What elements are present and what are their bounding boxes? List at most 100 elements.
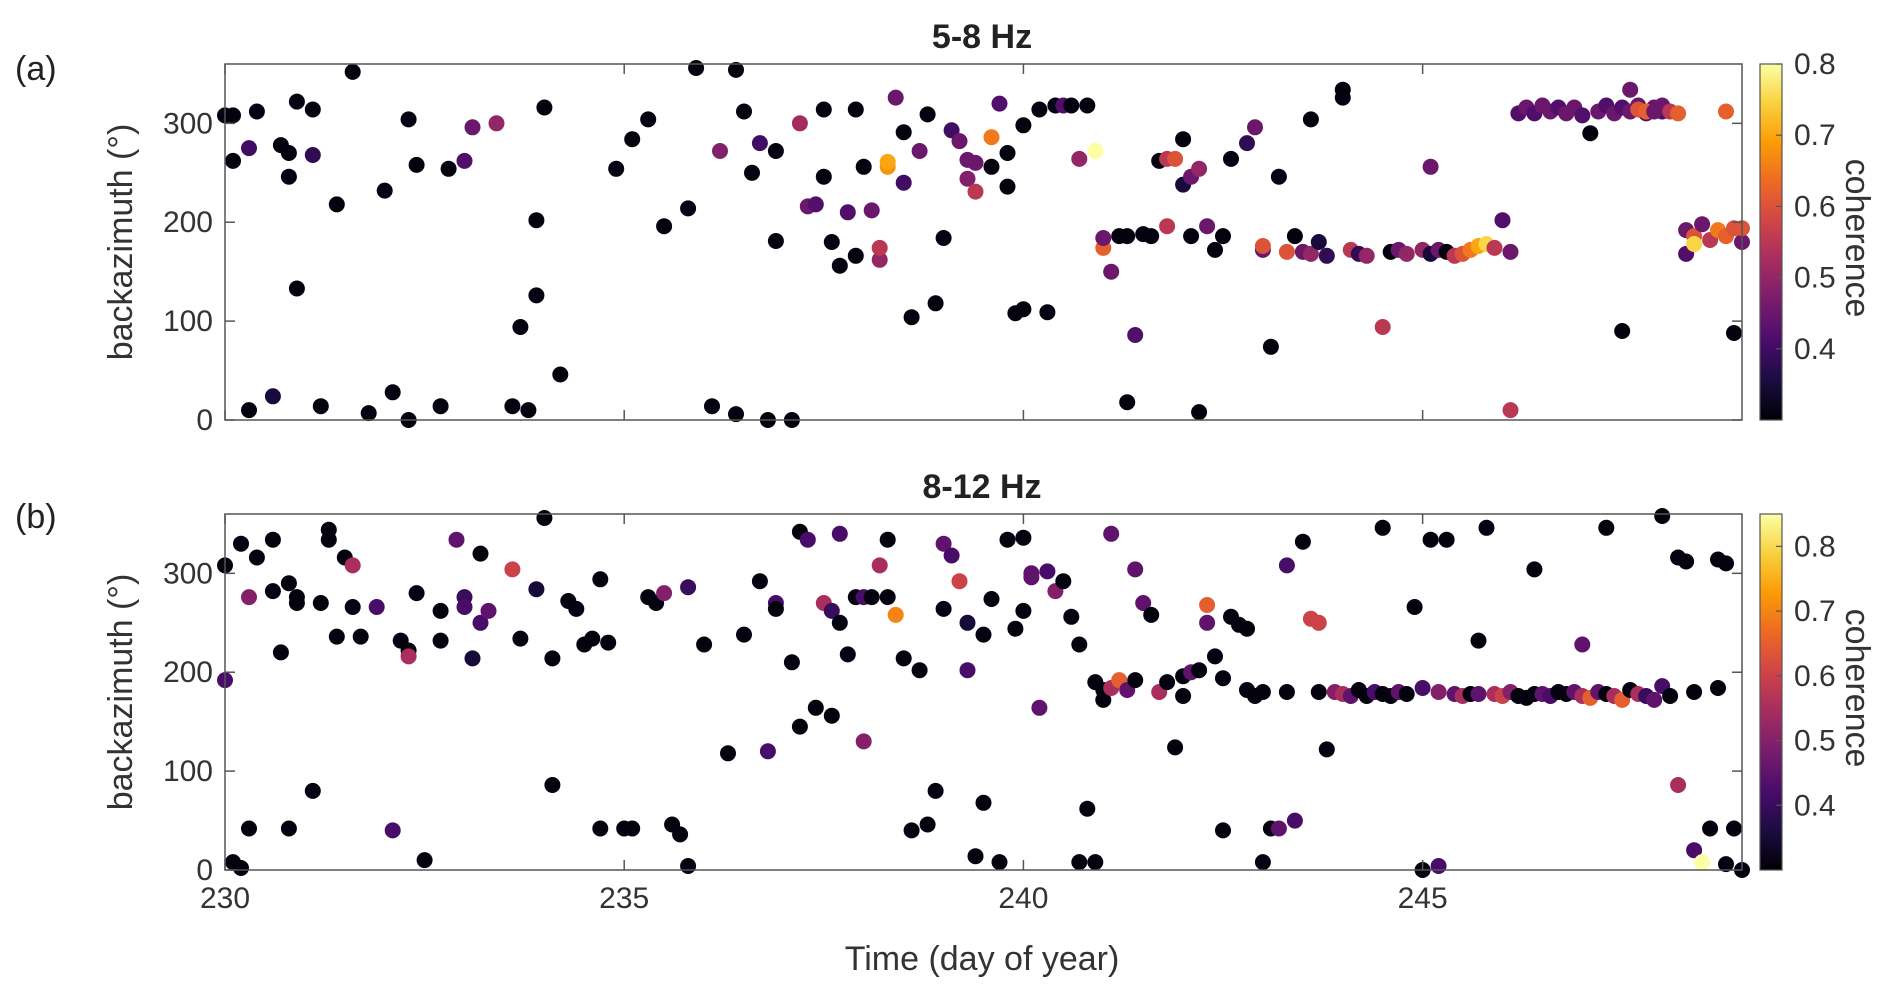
data-point xyxy=(536,99,553,116)
data-point xyxy=(288,589,305,606)
panel-label-b: (b) xyxy=(15,498,57,536)
data-point xyxy=(791,718,808,735)
data-point xyxy=(847,247,864,264)
x-tick-label: 240 xyxy=(998,882,1048,915)
data-point xyxy=(1302,245,1319,262)
data-point xyxy=(568,600,585,617)
data-point xyxy=(999,178,1016,195)
data-point xyxy=(1143,228,1160,245)
data-point xyxy=(1302,111,1319,128)
data-point xyxy=(1502,402,1519,419)
data-point xyxy=(1430,684,1447,700)
y-ticks-a: 0 100 200 300 xyxy=(163,64,1742,437)
data-point xyxy=(472,545,489,562)
y-tick-label: 0 xyxy=(196,854,213,887)
data-point xyxy=(504,398,521,415)
y-axis-label-b: backazimuth (°) xyxy=(102,574,140,811)
colorbar-tick-label: 0.7 xyxy=(1794,119,1836,152)
data-point xyxy=(1215,670,1231,687)
data-point xyxy=(935,600,952,617)
data-point xyxy=(504,561,521,578)
data-point xyxy=(368,599,385,615)
data-point xyxy=(879,531,896,548)
data-point xyxy=(672,826,689,843)
data-point xyxy=(376,182,393,199)
data-point xyxy=(1167,739,1184,756)
data-point xyxy=(720,745,736,762)
data-point xyxy=(1478,519,1495,536)
data-point xyxy=(1079,97,1096,114)
data-point xyxy=(983,591,1000,607)
data-point xyxy=(1398,245,1415,262)
data-point xyxy=(1191,160,1208,177)
colorbar-tick-label: 0.4 xyxy=(1794,789,1836,822)
data-point xyxy=(1494,212,1511,229)
data-point xyxy=(480,602,497,619)
data-point xyxy=(1574,636,1591,653)
data-point xyxy=(304,782,321,799)
data-point xyxy=(552,366,569,383)
data-point xyxy=(400,648,417,665)
data-point xyxy=(233,860,249,876)
data-point xyxy=(408,156,425,173)
data-point xyxy=(1175,688,1192,704)
data-point xyxy=(1702,820,1719,837)
data-point xyxy=(656,218,673,235)
data-point xyxy=(1286,228,1303,245)
panel-a: (a) 5-8 Hz 0 100 200 300 backazimuth (°) 0.… xyxy=(15,18,1876,437)
data-point xyxy=(1103,525,1120,542)
data-point xyxy=(1710,680,1726,696)
data-point xyxy=(863,202,880,219)
panel-b: (b) 8-12 Hz 0 100 200 300 230 235 240 245 back… xyxy=(15,468,1876,915)
data-point xyxy=(241,589,257,606)
data-point xyxy=(432,398,449,415)
x-tick-label: 235 xyxy=(599,882,649,915)
data-point xyxy=(1718,103,1734,120)
data-point xyxy=(1215,228,1231,245)
data-point xyxy=(512,319,529,335)
data-point xyxy=(791,115,808,132)
data-point xyxy=(1470,632,1487,649)
data-point xyxy=(935,535,952,552)
data-point xyxy=(584,630,601,647)
data-point xyxy=(528,287,545,304)
data-point xyxy=(1430,858,1447,874)
data-point xyxy=(456,599,473,615)
data-point xyxy=(1087,854,1104,871)
data-point xyxy=(360,405,377,422)
data-point xyxy=(1334,81,1351,98)
data-point xyxy=(1254,854,1271,871)
data-point xyxy=(1167,150,1184,167)
data-point xyxy=(1726,820,1742,837)
data-point xyxy=(1422,531,1439,548)
data-point xyxy=(999,531,1016,548)
data-point xyxy=(1095,230,1112,246)
data-point xyxy=(975,794,992,811)
data-point xyxy=(728,61,744,78)
data-point xyxy=(935,230,952,246)
data-point xyxy=(1063,608,1080,625)
data-point xyxy=(1686,684,1703,700)
data-point xyxy=(288,93,305,110)
data-point xyxy=(871,239,888,256)
data-point xyxy=(1694,216,1711,233)
data-point xyxy=(911,143,928,159)
data-point xyxy=(959,614,976,631)
data-point xyxy=(815,168,832,185)
data-point xyxy=(528,212,545,229)
x-axis-label: Time (day of year) xyxy=(845,940,1120,978)
data-point xyxy=(1526,561,1543,578)
data-point xyxy=(241,140,257,157)
data-point xyxy=(767,600,784,617)
data-point xyxy=(408,585,425,602)
data-point xyxy=(520,402,537,419)
data-point xyxy=(967,154,984,171)
data-point xyxy=(264,531,281,548)
data-point xyxy=(1007,620,1024,637)
y-tick-label: 100 xyxy=(163,305,213,338)
data-point xyxy=(1071,150,1088,167)
data-point xyxy=(704,398,720,415)
data-point xyxy=(1127,672,1144,689)
data-point xyxy=(855,158,872,175)
